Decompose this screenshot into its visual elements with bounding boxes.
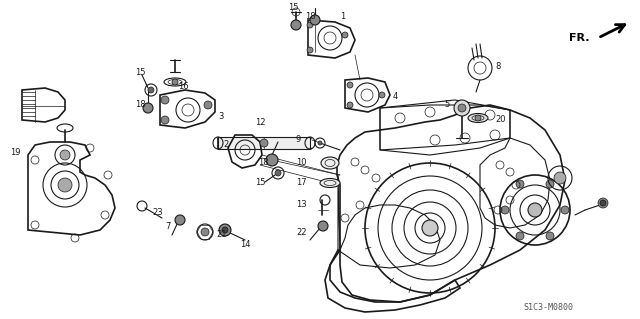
Circle shape: [379, 92, 385, 98]
Circle shape: [342, 32, 348, 38]
Circle shape: [161, 96, 169, 104]
Text: 16: 16: [178, 82, 189, 91]
Text: 22: 22: [296, 228, 307, 237]
Circle shape: [172, 79, 178, 85]
Text: 23: 23: [152, 208, 163, 217]
Circle shape: [546, 232, 554, 240]
Text: 18: 18: [305, 12, 316, 21]
Circle shape: [347, 82, 353, 88]
Circle shape: [219, 224, 231, 236]
Circle shape: [546, 180, 554, 188]
Circle shape: [598, 198, 608, 208]
Text: 15: 15: [255, 178, 266, 187]
Circle shape: [501, 206, 509, 214]
Circle shape: [148, 87, 154, 93]
Circle shape: [554, 172, 566, 184]
Text: 2: 2: [223, 140, 228, 149]
Text: 18: 18: [258, 158, 269, 167]
Circle shape: [318, 221, 328, 231]
Ellipse shape: [320, 179, 340, 188]
Text: 5: 5: [444, 100, 449, 109]
Circle shape: [201, 228, 209, 236]
Circle shape: [310, 15, 320, 25]
Circle shape: [454, 100, 470, 116]
Circle shape: [516, 180, 524, 188]
Circle shape: [528, 203, 542, 217]
Text: 12: 12: [255, 118, 266, 127]
Circle shape: [307, 22, 313, 28]
Circle shape: [475, 115, 481, 121]
Circle shape: [58, 178, 72, 192]
Text: 4: 4: [393, 92, 398, 101]
Circle shape: [422, 220, 438, 236]
Circle shape: [161, 116, 169, 124]
Circle shape: [516, 232, 524, 240]
Circle shape: [291, 20, 301, 30]
Text: 17: 17: [296, 178, 307, 187]
Text: 18: 18: [135, 100, 146, 109]
Circle shape: [175, 215, 185, 225]
Text: 15: 15: [135, 68, 145, 77]
Circle shape: [222, 227, 228, 233]
Text: 7: 7: [165, 222, 170, 231]
Text: 15: 15: [288, 3, 298, 12]
Text: FR.: FR.: [570, 33, 590, 43]
Ellipse shape: [468, 114, 488, 122]
Text: 13: 13: [296, 200, 307, 209]
Circle shape: [561, 206, 569, 214]
Text: 10: 10: [296, 158, 307, 167]
Circle shape: [318, 141, 322, 145]
Text: 3: 3: [218, 112, 223, 121]
Text: 19: 19: [10, 148, 20, 157]
Ellipse shape: [321, 157, 339, 169]
Circle shape: [143, 103, 153, 113]
Circle shape: [600, 200, 606, 206]
Circle shape: [60, 150, 70, 160]
Circle shape: [266, 154, 278, 166]
Circle shape: [458, 104, 466, 112]
Text: 9: 9: [296, 135, 301, 144]
Circle shape: [204, 101, 212, 109]
Circle shape: [260, 139, 268, 147]
Text: 1: 1: [340, 12, 345, 21]
Text: S1C3-M0800: S1C3-M0800: [523, 303, 573, 313]
Bar: [218, 137, 310, 149]
Circle shape: [307, 47, 313, 53]
Circle shape: [347, 102, 353, 108]
Circle shape: [275, 170, 281, 176]
Text: 14: 14: [240, 240, 250, 249]
Text: 20: 20: [495, 115, 506, 124]
Text: 8: 8: [495, 62, 500, 71]
Text: 21: 21: [216, 230, 227, 239]
